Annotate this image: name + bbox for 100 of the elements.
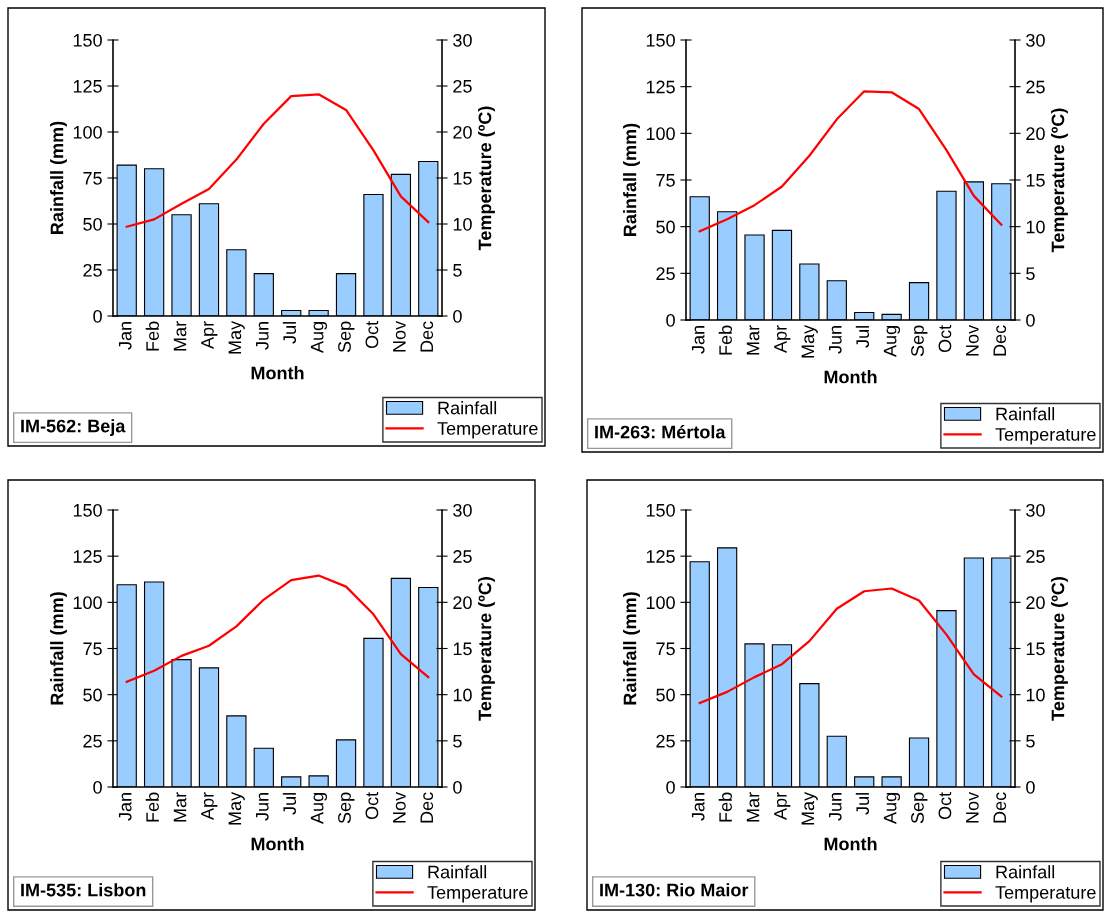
y-axis-title: Rainfall (mm): [50, 592, 67, 705]
line-series: [698, 90, 1003, 233]
x-tick-label: Jun: [256, 793, 269, 821]
y-tick-label: 125: [646, 80, 675, 94]
y2-tick-label: 15: [453, 642, 472, 656]
x-tick-label: May: [228, 791, 245, 825]
y2-tick-label: 0: [453, 309, 462, 323]
y-axis-title: Rainfall (mm): [623, 123, 640, 236]
y2-tick-label: 30: [1026, 503, 1045, 517]
y2-tick-label: 25: [1026, 80, 1045, 94]
y2-tick-label: 10: [1026, 220, 1045, 234]
y-tick-label: 0: [93, 309, 102, 323]
y-tick-label: 150: [73, 503, 102, 517]
x-tick-label: Jul: [282, 793, 297, 815]
y2-tick-label: 0: [1026, 313, 1035, 327]
y2-tick-label: 25: [453, 550, 472, 563]
x-tick-label: Feb: [145, 792, 159, 822]
legend-label: Rainfall: [996, 407, 1055, 421]
legend-label: Rainfall: [996, 865, 1055, 879]
x-tick-label: Feb: [718, 792, 732, 822]
y-tick-label: 125: [646, 550, 675, 563]
x-tick-label: Jul: [855, 793, 870, 815]
y2-tick-label: 20: [1026, 127, 1045, 141]
y-tick-label: 50: [83, 217, 102, 231]
x-tick-label: Jun: [829, 326, 842, 354]
y2-tick-label: 10: [1026, 688, 1045, 702]
y-tick-label: 125: [73, 79, 102, 93]
y2-axis-title: Temperature (ºC): [478, 106, 495, 251]
legend-label: Rainfall: [438, 401, 497, 415]
y-tick-label: 100: [646, 127, 675, 141]
x-tick-label: Apr: [774, 792, 791, 820]
x-axis-title: Month: [824, 837, 877, 851]
text: IM-535: Lisbon: [21, 883, 146, 897]
y-tick-label: 150: [646, 33, 675, 47]
x-tick-label: Apr: [201, 321, 218, 349]
x-tick-label: Jul: [855, 326, 870, 348]
x-tick-label: Aug: [883, 793, 901, 824]
legend-label: Temperature: [995, 886, 1096, 903]
x-tick-label: May: [228, 320, 245, 354]
y2-tick-label: 30: [1026, 33, 1045, 47]
x-tick-label: Mar: [173, 321, 187, 351]
x-axis-title: Month: [824, 370, 877, 384]
line-series: [125, 574, 430, 683]
legend-label: Temperature: [437, 422, 538, 439]
x-tick-label: Dec: [993, 325, 1007, 356]
x-tick-label: Sep: [911, 325, 928, 357]
y-tick-label: 50: [656, 220, 675, 234]
x-tick-label: Nov: [393, 320, 406, 352]
y2-tick-label: 30: [453, 503, 472, 517]
x-tick-label: Sep: [911, 792, 928, 824]
x-tick-label: Nov: [393, 791, 406, 823]
text: IM-130: Rio Maior: [600, 883, 749, 897]
x-tick-label: Oct: [365, 791, 379, 820]
y-tick-label: 125: [73, 550, 102, 563]
y2-tick-label: 5: [453, 264, 462, 277]
x-tick-label: Sep: [338, 792, 355, 824]
x-tick-label: Feb: [718, 325, 732, 355]
y-tick-label: 100: [73, 125, 102, 139]
x-tick-label: Nov: [966, 324, 979, 356]
y2-tick-label: 0: [453, 780, 462, 794]
y2-tick-label: 5: [1026, 734, 1035, 748]
text: IM-562: Beja: [21, 419, 126, 436]
x-tick-label: Jun: [256, 322, 269, 350]
x-tick-label: Jan: [691, 793, 705, 821]
y2-tick-label: 25: [1026, 550, 1045, 563]
x-tick-label: Aug: [310, 322, 328, 353]
x-tick-label: Apr: [774, 325, 791, 353]
y2-tick-label: 15: [453, 172, 472, 185]
x-tick-label: Dec: [420, 792, 434, 823]
y2-tick-label: 5: [453, 734, 462, 748]
x-axis-title: Month: [251, 366, 304, 380]
x-axis-title: Month: [251, 837, 304, 851]
y2-tick-label: 10: [453, 688, 472, 702]
x-tick-label: Jan: [118, 793, 132, 821]
x-tick-label: Sep: [338, 321, 355, 353]
x-tick-label: Mar: [746, 792, 760, 822]
x-tick-label: Feb: [145, 321, 159, 351]
y-tick-label: 75: [656, 642, 675, 656]
y-tick-label: 0: [666, 313, 675, 327]
y-axis-title: Rainfall (mm): [623, 592, 640, 705]
x-tick-label: Dec: [993, 792, 1007, 823]
y-tick-label: 100: [646, 596, 675, 610]
line-series: [125, 93, 430, 228]
y-tick-label: 25: [656, 267, 675, 281]
line-series: [698, 587, 1003, 705]
x-tick-label: Aug: [310, 793, 328, 824]
y-tick-label: 0: [666, 780, 675, 794]
x-tick-label: Oct: [938, 324, 952, 353]
x-tick-label: Jun: [829, 793, 842, 821]
y-tick-label: 100: [73, 596, 102, 610]
y-tick-label: 0: [93, 780, 102, 794]
x-tick-label: Mar: [173, 792, 187, 822]
x-tick-label: Oct: [365, 320, 379, 349]
legend-label: Temperature: [427, 886, 528, 903]
y2-axis-title: Temperature (ºC): [478, 577, 495, 721]
x-tick-label: May: [801, 324, 818, 358]
y-tick-label: 25: [83, 263, 102, 277]
y2-tick-label: 15: [1026, 174, 1045, 187]
x-tick-label: Oct: [938, 791, 952, 820]
y-tick-label: 25: [83, 734, 102, 748]
